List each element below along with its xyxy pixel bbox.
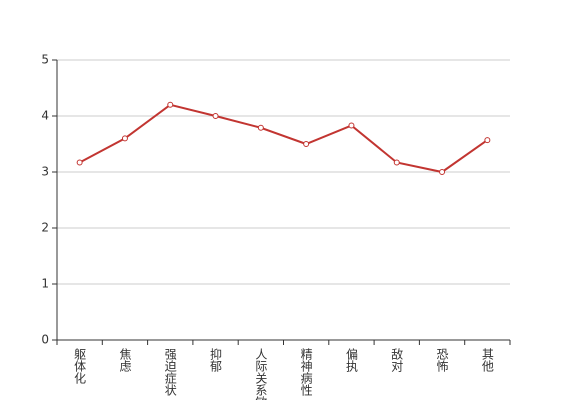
x-tick-label: 抑郁	[209, 347, 223, 373]
y-tick-label: 4	[41, 109, 49, 123]
line	[79, 103, 488, 174]
x-tick-label: 精神病性	[299, 348, 313, 397]
y-tick-label: 5	[41, 53, 49, 67]
point	[439, 169, 446, 175]
point	[393, 159, 400, 166]
y-tick-label: 3	[41, 165, 49, 179]
y-tick-label: 0	[41, 333, 49, 347]
x-tick-label: 偏执	[344, 347, 358, 373]
point	[257, 124, 264, 131]
point	[76, 159, 83, 166]
y-tick-label: 1	[41, 277, 49, 291]
point	[348, 122, 355, 129]
point	[212, 113, 219, 119]
x-tick-label: 其他	[480, 348, 494, 372]
x-tick-label: 敌对	[390, 347, 404, 372]
point	[121, 135, 128, 142]
x-tick-label: 焦虑	[118, 348, 132, 372]
point	[484, 137, 491, 144]
y-tick-label: 2	[41, 221, 49, 235]
x-tick-label: 躯体化	[73, 347, 87, 385]
point	[167, 101, 174, 108]
x-tick-label: 人际关系敏感	[254, 348, 268, 400]
point	[303, 141, 310, 147]
x-tick-label: 恐怖	[435, 348, 449, 372]
x-tick-label: 强迫症状	[163, 348, 177, 396]
